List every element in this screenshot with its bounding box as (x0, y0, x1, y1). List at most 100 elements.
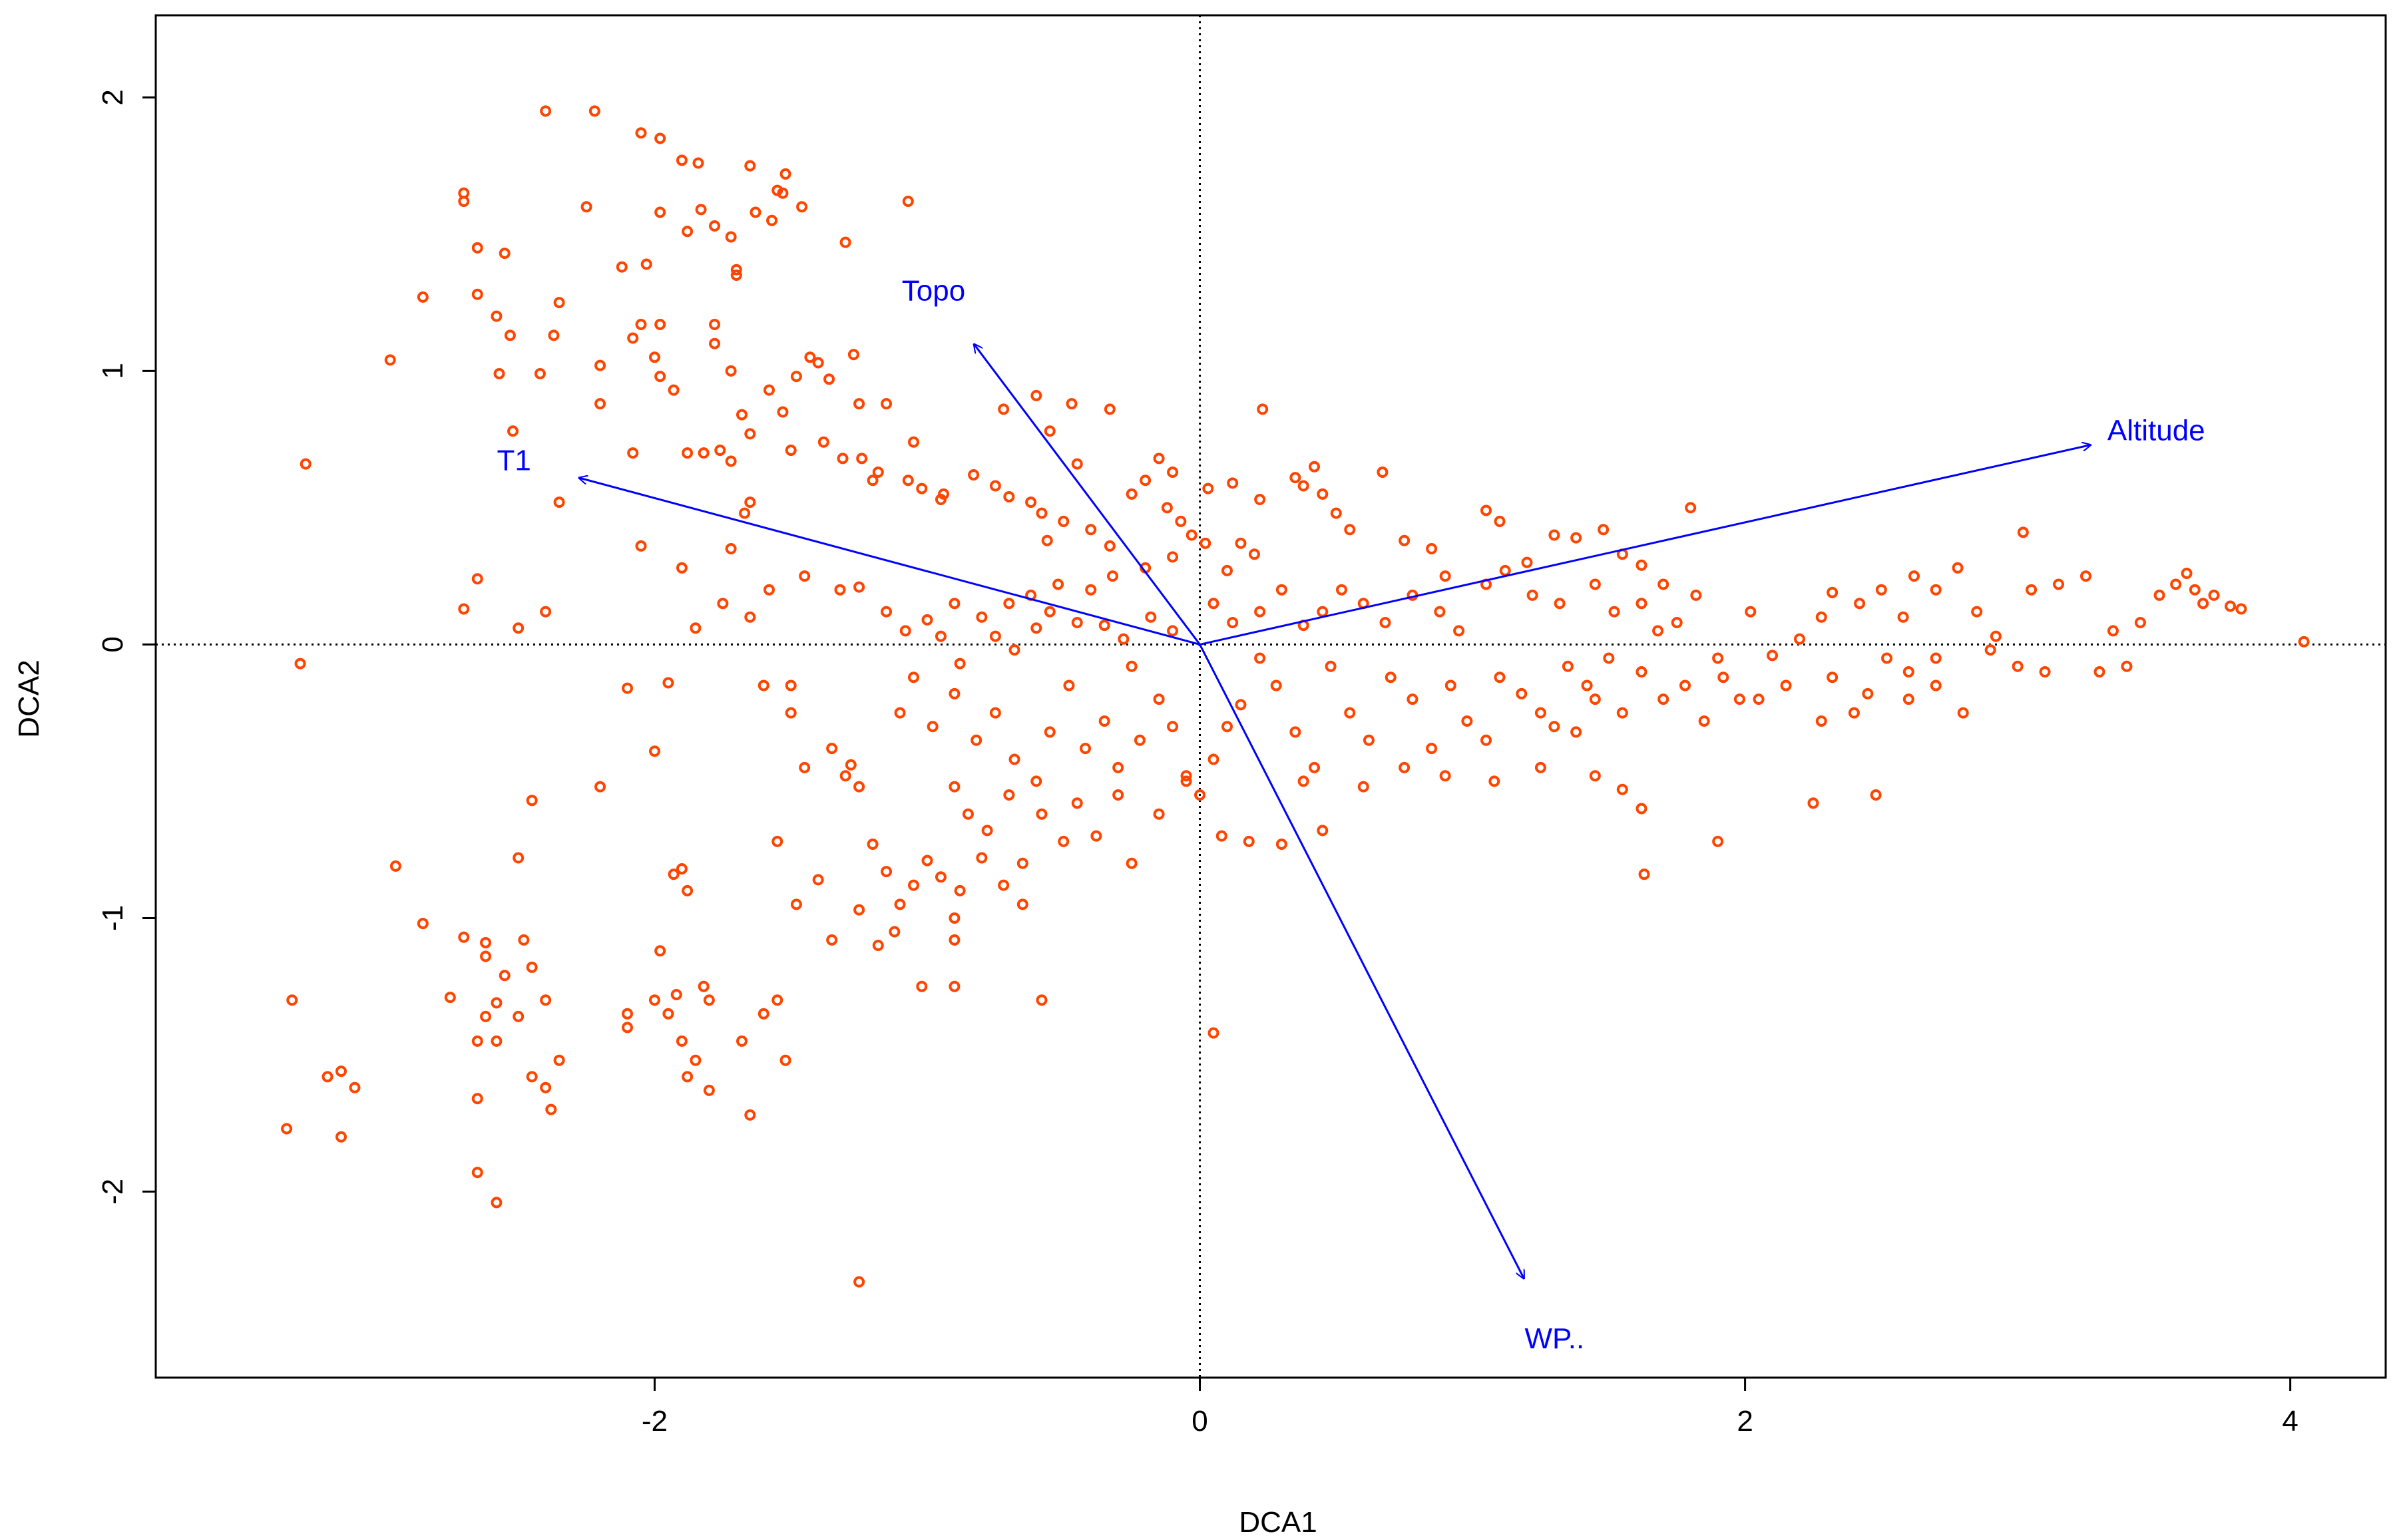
site-point (1377, 466, 1389, 478)
site-point (1085, 584, 1097, 596)
site-point (499, 970, 511, 982)
site-point (790, 371, 802, 383)
site-point (1399, 534, 1411, 546)
site-point (1140, 475, 1152, 486)
site-point (1488, 775, 1500, 787)
site-point (553, 297, 565, 309)
site-point (785, 445, 797, 457)
site-point (1309, 761, 1321, 773)
site-point (682, 884, 694, 896)
site-point (692, 157, 704, 169)
site-point (1036, 808, 1048, 820)
site-point (349, 1081, 361, 1093)
site-point (668, 384, 680, 396)
site-point (635, 318, 647, 330)
site-point (799, 570, 811, 582)
site-point (648, 745, 660, 757)
site-point (845, 759, 857, 771)
site-point (1167, 466, 1179, 478)
site-point (1407, 693, 1419, 705)
site-point (962, 808, 974, 820)
site-point (1717, 672, 1729, 683)
site-point (1357, 781, 1369, 793)
site-point (1570, 532, 1582, 544)
site-point (526, 961, 538, 973)
site-point (627, 447, 639, 459)
site-point (853, 398, 865, 410)
site-point (998, 403, 1010, 415)
site-point (1603, 652, 1615, 664)
site-point (730, 269, 742, 281)
site-point (908, 436, 920, 448)
site-point (927, 721, 939, 733)
site-point (471, 573, 483, 585)
site-point (1016, 857, 1028, 869)
site-point (1126, 660, 1138, 672)
site-point (1058, 515, 1070, 527)
site-point (894, 707, 906, 719)
site-point (976, 852, 988, 864)
site-point (812, 874, 824, 886)
site-point (1063, 679, 1075, 691)
site-point (744, 1109, 756, 1121)
site-point (872, 466, 884, 478)
site-point (989, 707, 1001, 719)
y-tick-label: 0 (97, 636, 129, 652)
site-point (1897, 611, 1909, 623)
site-point (777, 406, 789, 418)
site-point (1016, 898, 1028, 910)
site-point (1071, 617, 1083, 629)
site-point (703, 1084, 715, 1096)
site-point (1180, 775, 1192, 787)
site-point (695, 204, 707, 216)
site-point (853, 781, 865, 793)
site-point (935, 871, 947, 883)
site-point (703, 994, 715, 1006)
site-point (1167, 721, 1179, 733)
site-point (548, 329, 560, 341)
site-point (1317, 825, 1329, 837)
site-point (654, 318, 666, 330)
site-point (594, 359, 606, 371)
site-point (1248, 548, 1260, 560)
site-point (725, 231, 737, 243)
site-point (1753, 693, 1765, 705)
site-point (654, 132, 666, 144)
site-point (513, 852, 525, 864)
site-point (856, 453, 868, 465)
site-point (714, 445, 726, 457)
site-point (1344, 707, 1356, 719)
site-point (594, 398, 606, 410)
site-point (1161, 502, 1173, 514)
site-point (1118, 633, 1130, 645)
site-point (513, 1010, 525, 1022)
site-point (1562, 660, 1574, 672)
site-point (935, 630, 947, 642)
y-tick-label: 2 (97, 89, 129, 105)
site-point (1003, 789, 1015, 801)
site-point (580, 201, 592, 213)
site-point (744, 160, 756, 172)
site-point (335, 1065, 347, 1077)
site-point (785, 679, 797, 691)
site-point (635, 540, 647, 552)
site-point (1444, 679, 1456, 691)
site-point (458, 931, 470, 943)
site-point (491, 1197, 503, 1209)
site-point (949, 781, 961, 793)
site-point (1153, 693, 1165, 705)
site-point (1480, 734, 1492, 746)
site-point (1044, 726, 1056, 738)
site-point (1257, 403, 1269, 415)
site-point (1439, 570, 1451, 582)
site-point (1030, 389, 1042, 401)
site-point (1990, 630, 2002, 642)
vector-arrow (1199, 644, 1526, 1279)
vector-label: Altitude (2107, 414, 2205, 447)
site-point (471, 1093, 483, 1105)
x-axis-title: DCA1 (1239, 1506, 1317, 1539)
site-point (916, 980, 928, 992)
site-point (1499, 564, 1511, 576)
site-point (662, 1008, 674, 1020)
site-point (1221, 564, 1233, 576)
